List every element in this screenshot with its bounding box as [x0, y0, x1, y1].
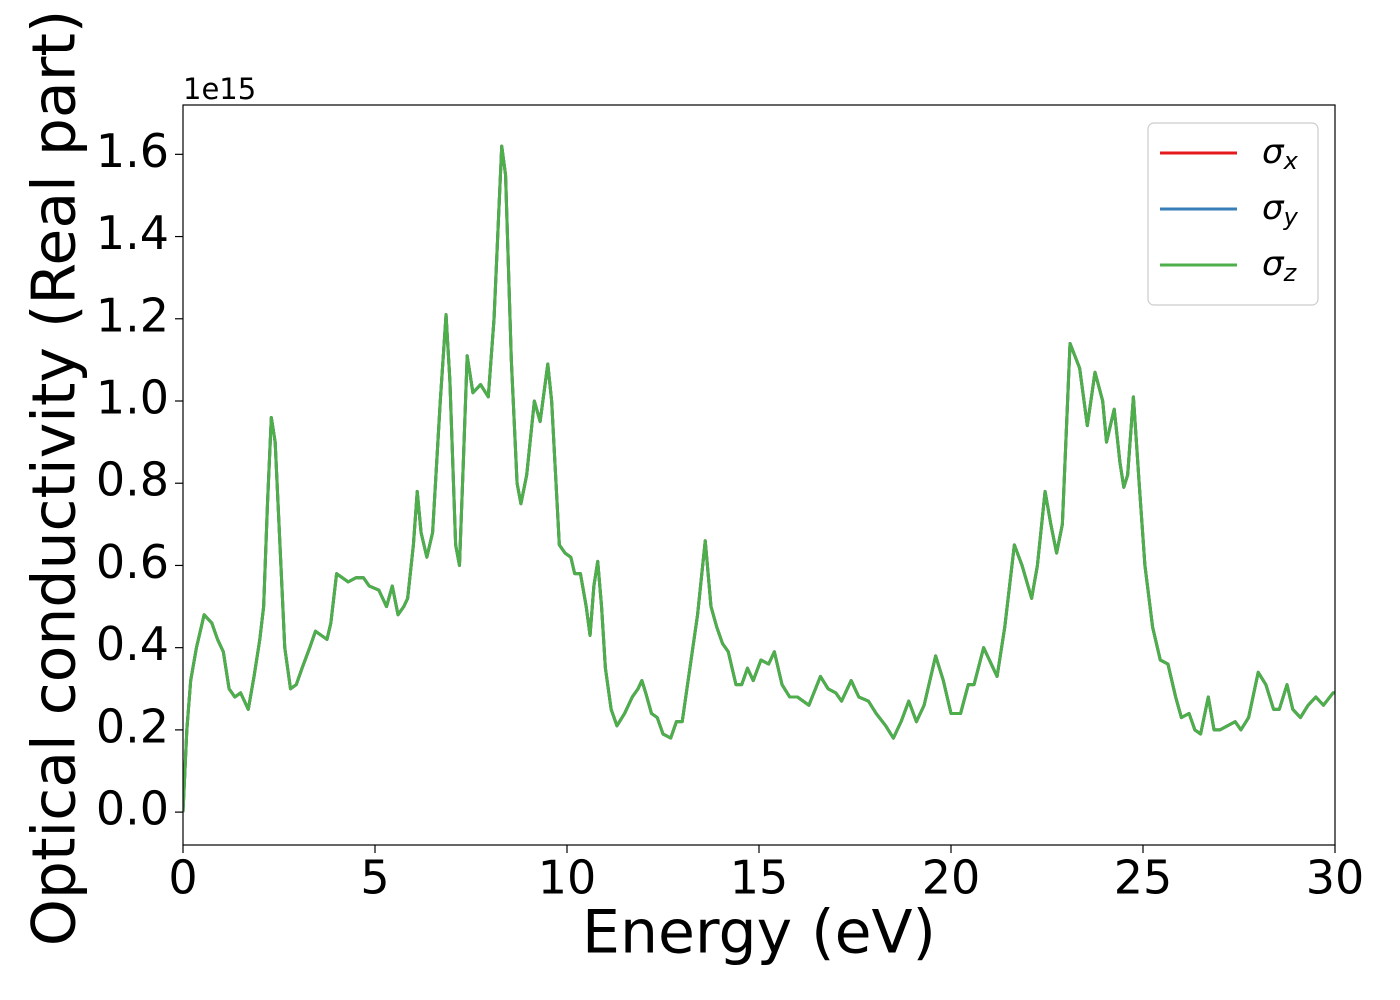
x-tick-label: 15: [730, 851, 789, 905]
y-tick-label: 0.0: [96, 782, 169, 836]
x-tick-label: 30: [1306, 851, 1365, 905]
y-axis-label: Optical conductivity (Real part): [20, 10, 90, 947]
x-axis-label: Energy (eV): [582, 898, 936, 968]
legend-label: σz: [1262, 244, 1298, 288]
plot-frame: [182, 104, 1336, 846]
data-line: [183, 144, 1335, 813]
y-tick-label: 0.2: [96, 699, 169, 753]
legend: σx σy σz: [1147, 122, 1319, 306]
x-tick-label: 25: [1114, 851, 1173, 905]
legend-box: [1147, 122, 1319, 306]
y-tick-label: 0.8: [96, 453, 169, 507]
y-tick-label: 0.6: [96, 535, 169, 589]
y-tick-label: 1.2: [96, 288, 169, 342]
x-tick-label: 20: [922, 851, 981, 905]
legend-label: σx: [1262, 132, 1299, 176]
y-offset-label: 1e15: [183, 72, 256, 106]
x-tick-label: 10: [538, 851, 597, 905]
y-tick-label: 1.0: [96, 371, 169, 425]
x-tick-label: 5: [360, 851, 389, 905]
legend-label: σy: [1262, 188, 1299, 232]
x-tick-label: 0: [168, 851, 197, 905]
y-tick-label: 0.4: [96, 617, 169, 671]
y-tick-label: 1.4: [96, 206, 169, 260]
y-tick-label: 1.6: [96, 124, 169, 178]
